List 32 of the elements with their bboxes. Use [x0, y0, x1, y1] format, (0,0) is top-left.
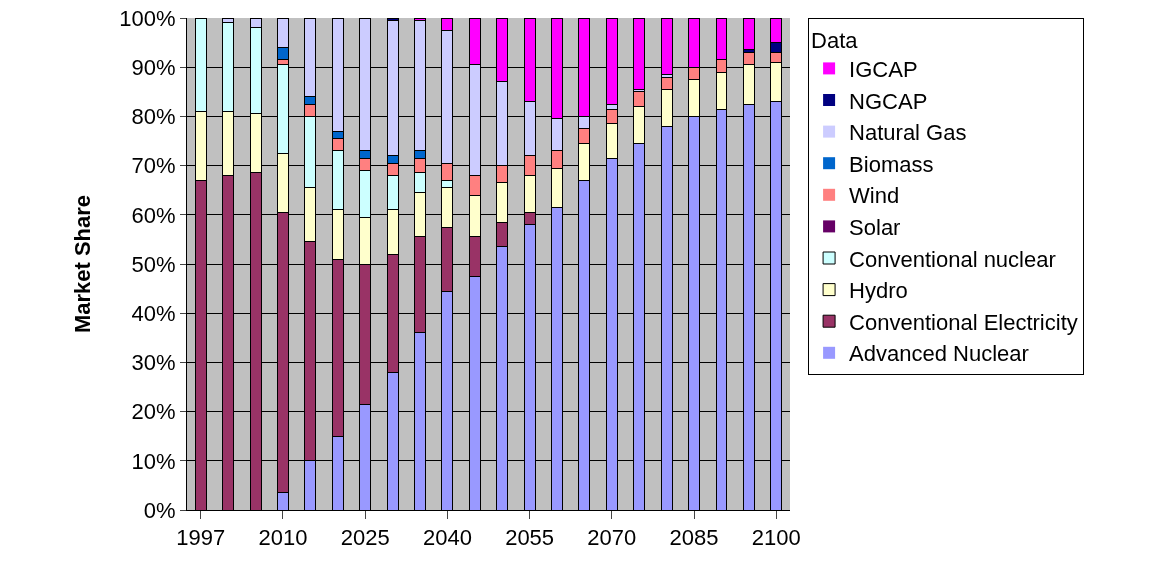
y-tick-label: 10% — [131, 448, 176, 474]
y-tick-label: 80% — [131, 104, 176, 130]
legend-label: Natural Gas — [849, 120, 967, 146]
legend-label: NGCAP — [849, 88, 928, 114]
legend-label: Biomass — [849, 151, 934, 177]
x-tick-label: 2085 — [669, 525, 719, 551]
legend-label: Advanced Nuclear — [849, 341, 1029, 367]
y-tick-label: 90% — [131, 54, 176, 80]
legend-label: Wind — [849, 183, 900, 209]
y-tick-label: 20% — [131, 399, 176, 425]
x-tick-label: 2100 — [751, 525, 801, 551]
y-tick-label: 50% — [131, 251, 176, 277]
y-tick-label: 40% — [131, 300, 176, 326]
legend-label: Solar — [849, 214, 901, 240]
y-tick-label: 30% — [131, 350, 176, 376]
y-tick-label: 60% — [131, 202, 176, 228]
bar — [742, 18, 755, 51]
y-tick-label: 70% — [131, 153, 176, 179]
legend-label: IGCAP — [849, 56, 918, 82]
y-tick-label: 100% — [119, 5, 176, 31]
x-tick-label: 2070 — [587, 525, 637, 551]
legend-title: Data — [811, 27, 859, 53]
x-tick-label: 2055 — [505, 525, 555, 551]
y-tick-label: 0% — [143, 497, 176, 523]
legend-label: Conventional nuclear — [849, 246, 1056, 272]
x-tick-label: 2010 — [258, 525, 308, 551]
x-tick-label: 2040 — [422, 525, 472, 551]
y-axis-title: Market Share — [70, 194, 96, 334]
legend-label: Conventional Electricity — [849, 309, 1078, 335]
x-tick-label: 1997 — [176, 525, 226, 551]
x-tick-label: 2025 — [340, 525, 390, 551]
legend-label: Hydro — [849, 278, 908, 304]
